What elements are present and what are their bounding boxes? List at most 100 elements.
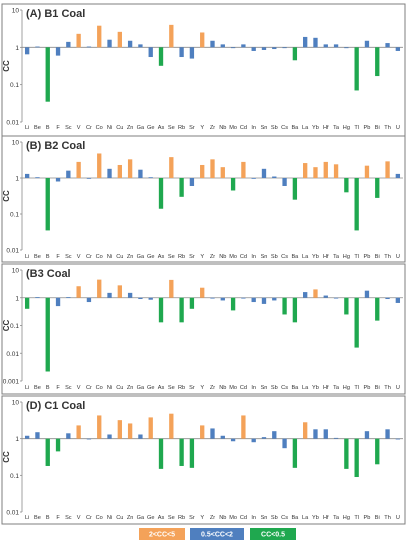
bar-mo bbox=[230, 438, 236, 442]
x-tick-label: Se bbox=[168, 515, 175, 521]
x-tick-label: Mo bbox=[229, 515, 237, 521]
bar-sb bbox=[272, 176, 277, 178]
bar-la bbox=[303, 163, 308, 178]
bar-cd bbox=[241, 415, 246, 439]
bar-ni bbox=[107, 434, 112, 439]
bar-sn bbox=[261, 297, 267, 304]
x-tick-label: Nb bbox=[219, 515, 226, 521]
x-tick-label: Hg bbox=[343, 385, 350, 391]
x-tick-label: Li bbox=[25, 515, 29, 521]
bar-zn bbox=[127, 40, 133, 48]
x-tick-label: In bbox=[251, 515, 256, 521]
bar-sc bbox=[66, 41, 71, 48]
bar-nb bbox=[220, 44, 225, 48]
bar-in bbox=[251, 438, 256, 443]
x-tick-label: Hf bbox=[323, 254, 329, 260]
bar-u bbox=[395, 297, 401, 303]
x-tick-label: Cu bbox=[116, 254, 123, 260]
bar-la bbox=[303, 422, 308, 439]
legend-swatch bbox=[139, 528, 185, 540]
bar-mo bbox=[230, 297, 236, 311]
x-tick-label: Ni bbox=[107, 385, 112, 391]
x-tick-label: Y bbox=[200, 515, 204, 521]
y-axis-label: CC bbox=[2, 60, 11, 72]
bar-cr bbox=[86, 438, 92, 440]
legend-label: 2<CC<5 bbox=[149, 532, 175, 539]
y-tick-label: 10 bbox=[12, 140, 20, 147]
x-tick-label: Zr bbox=[210, 125, 215, 131]
bar-cu bbox=[117, 285, 122, 298]
bar-ge bbox=[148, 297, 153, 300]
x-tick-label: Sn bbox=[261, 515, 268, 521]
x-tick-label: F bbox=[56, 385, 60, 391]
bar-zr bbox=[210, 428, 215, 439]
bar-yb bbox=[313, 429, 318, 439]
bar-mo bbox=[230, 47, 236, 49]
bar-hg bbox=[344, 297, 349, 315]
x-tick-label: Zn bbox=[127, 515, 134, 521]
x-tick-label: F bbox=[56, 254, 60, 260]
x-tick-label: Ba bbox=[291, 125, 299, 131]
x-tick-label: Ba bbox=[291, 515, 299, 521]
x-tick-label: Cr bbox=[86, 254, 92, 260]
bar-be bbox=[35, 297, 40, 298]
bar-as bbox=[158, 297, 164, 323]
x-tick-label: As bbox=[158, 254, 165, 260]
y-tick-label: 1 bbox=[15, 436, 19, 443]
bar-hg bbox=[344, 438, 349, 469]
y-tick-label: 1 bbox=[15, 295, 19, 302]
bar-rb bbox=[179, 47, 184, 58]
bar-ga bbox=[138, 434, 143, 439]
x-tick-label: Cr bbox=[86, 125, 92, 131]
x-tick-label: Sn bbox=[261, 254, 268, 260]
bar-th bbox=[385, 429, 390, 439]
x-tick-label: Ge bbox=[147, 254, 154, 260]
bar-u bbox=[395, 438, 401, 440]
y-tick-label: 1 bbox=[15, 176, 19, 183]
bar-la bbox=[303, 292, 308, 298]
y-tick-label: 10 bbox=[12, 8, 20, 15]
bar-cs bbox=[282, 438, 287, 449]
x-tick-label: Hf bbox=[323, 125, 329, 131]
y-axis-label: CC bbox=[2, 451, 11, 463]
bar-ga bbox=[138, 297, 143, 300]
x-tick-label: Cd bbox=[240, 125, 247, 131]
x-tick-label: V bbox=[77, 515, 81, 521]
bar-co bbox=[97, 415, 102, 439]
bar-mo bbox=[230, 178, 236, 191]
bar-ta bbox=[333, 44, 339, 48]
bar-be bbox=[35, 46, 40, 48]
bar-yb bbox=[313, 289, 318, 298]
bar-yb bbox=[313, 37, 318, 48]
bar-pb bbox=[364, 165, 370, 178]
bar-zr bbox=[210, 297, 215, 299]
bar-y bbox=[200, 425, 205, 439]
x-tick-label: Cs bbox=[281, 254, 288, 260]
bar-ta bbox=[333, 164, 339, 178]
x-tick-label: Sb bbox=[271, 125, 278, 131]
bar-sn bbox=[261, 437, 267, 439]
bar-cs bbox=[282, 178, 287, 186]
x-tick-label: La bbox=[302, 385, 309, 391]
y-tick-label: 1 bbox=[15, 45, 19, 52]
bar-co bbox=[97, 25, 102, 48]
bar-b bbox=[45, 47, 50, 102]
x-tick-label: B bbox=[46, 254, 50, 260]
x-tick-label: Bi bbox=[375, 254, 380, 260]
bar-cu bbox=[117, 164, 122, 178]
bar-se bbox=[169, 279, 174, 298]
bar-y bbox=[200, 32, 205, 48]
x-tick-label: Sr bbox=[189, 254, 195, 260]
x-tick-label: Cu bbox=[116, 515, 123, 521]
x-tick-label: B bbox=[46, 515, 50, 521]
chart-panel: 0.01 0.1 1 10 CC (D) C1 Coal Li Be B F Sc V Cr Co Ni Cu… bbox=[1, 395, 406, 525]
bar-v bbox=[76, 286, 81, 298]
x-tick-label: Ga bbox=[137, 254, 145, 260]
x-tick-label: Yb bbox=[312, 254, 319, 260]
bar-ga bbox=[138, 169, 143, 178]
x-tick-label: Sr bbox=[189, 385, 195, 391]
legend-item: 0.5<CC<2 bbox=[190, 528, 244, 540]
x-tick-label: Ga bbox=[137, 125, 145, 131]
legend-swatch bbox=[250, 528, 296, 540]
